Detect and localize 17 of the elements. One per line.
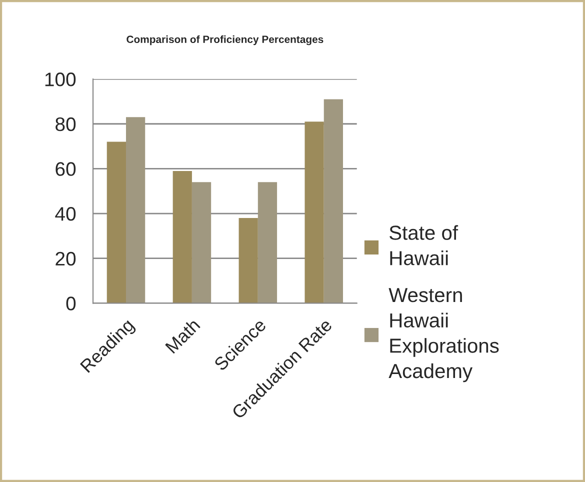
y-tick-label: 60 [56,162,76,176]
y-tick-label: 40 [55,206,76,221]
bar [238,218,258,304]
chart-title: Comparison of Proficiency Percentages [126,35,324,46]
bar [172,170,192,304]
y-tick-label: 20 [56,252,76,266]
y-tick-label: 80 [56,117,76,132]
legend-label: Western Hawaii Explorations Academy [388,288,499,382]
y-tick-label: 0 [66,296,76,310]
y-tick-label: 100 [45,72,76,86]
legend-label: State of Hawaii [390,225,458,266]
bar [106,142,126,304]
bar [192,182,212,304]
bar [258,182,278,304]
bar [126,117,146,304]
bar [324,99,343,304]
bar [304,122,324,304]
